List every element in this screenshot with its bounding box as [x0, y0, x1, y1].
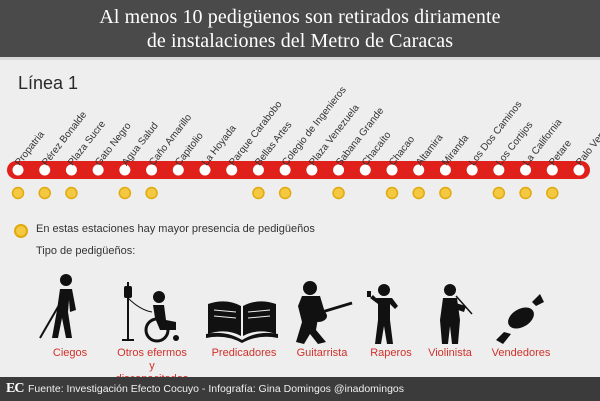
station-highlight-dot	[11, 186, 25, 200]
footer-credit: Fuente: Investigación Efecto Cocuyo - In…	[28, 383, 405, 395]
station-circle	[439, 164, 451, 176]
type-label-vendedores: Vendedores	[491, 347, 551, 359]
station-highlight-dot	[519, 186, 532, 200]
type-label-violinista: Violinista	[428, 347, 472, 359]
type-label-raperos: Raperos	[370, 347, 412, 359]
candy-icon	[496, 294, 544, 344]
station-highlight-dot	[546, 186, 559, 200]
station-highlight-dot	[439, 186, 452, 200]
station-circle	[359, 164, 371, 176]
blind-person-icon	[39, 274, 76, 339]
station-circle	[252, 164, 264, 176]
header-banner: Al menos 10 pedigüenos son retirados dir…	[0, 0, 600, 60]
station-highlight-dot	[65, 186, 78, 200]
station-circle	[333, 164, 345, 176]
rapper-icon	[367, 284, 398, 344]
station-circle	[520, 164, 532, 176]
type-label-ciegos: Ciegos	[52, 347, 88, 359]
station-circle	[493, 164, 505, 176]
station-circle	[12, 164, 24, 176]
open-book-icon	[206, 301, 278, 343]
station-highlight-dot	[492, 186, 506, 200]
station-highlight-dot	[412, 186, 425, 200]
guitarist-icon	[296, 281, 353, 344]
station-highlight-dot	[118, 186, 132, 200]
station-circle	[413, 164, 425, 176]
type-label-predicadores: Predicadores	[211, 347, 277, 359]
types-title: Tipo de pedigüeños:	[36, 245, 136, 257]
station-circle	[386, 164, 398, 176]
type-label-otros-line1: Otros efermos	[117, 347, 187, 359]
legend-dot-icon	[14, 224, 28, 238]
station-circle	[226, 164, 238, 176]
station-circle	[573, 164, 585, 176]
station-circle	[119, 164, 131, 176]
station-circle	[466, 164, 478, 176]
footer-bar: EC Fuente: Investigación Efecto Cocuyo -…	[0, 377, 600, 401]
title-line-2: de instalaciones del Metro de Caracas	[146, 30, 454, 52]
station-highlight-dot	[252, 186, 265, 200]
station-circle	[306, 164, 318, 176]
station-circle	[65, 164, 77, 176]
station-circle	[39, 164, 51, 176]
title-line-1: Al menos 10 pedigüenos son retirados dir…	[99, 6, 501, 28]
violinist-icon	[440, 284, 473, 344]
station-highlight-dot	[278, 186, 292, 200]
station-circle	[546, 164, 558, 176]
wheelchair-iv-icon	[122, 282, 179, 343]
line-label: Línea 1	[18, 73, 79, 93]
station-circle	[146, 164, 158, 176]
station-highlight-dot	[38, 186, 51, 200]
station-circle	[92, 164, 104, 176]
station-highlight-dot	[332, 186, 345, 200]
station-circle	[172, 164, 184, 176]
efecto-cocuyo-logo: EC	[6, 381, 24, 396]
station-highlight-dot	[145, 186, 158, 200]
legend-text: En estas estaciones hay mayor presencia …	[36, 223, 315, 235]
station-highlight-dot	[385, 186, 399, 200]
station-circle	[199, 164, 211, 176]
station-circle	[279, 164, 291, 176]
type-label-guitarrista: Guitarrista	[296, 347, 348, 359]
